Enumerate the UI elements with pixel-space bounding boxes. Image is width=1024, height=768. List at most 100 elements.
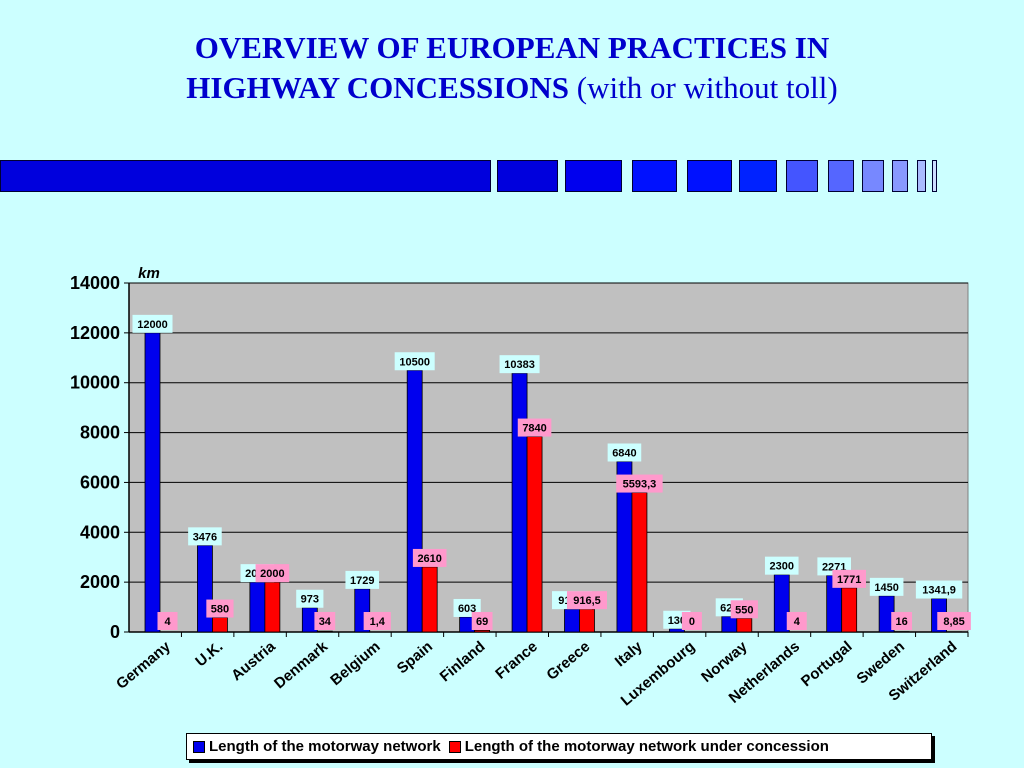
bar-series-1 <box>197 544 213 633</box>
data-label-series-2-box <box>937 612 971 630</box>
data-label-series-1: 1450 <box>874 582 898 594</box>
data-label-series-1-box <box>764 556 799 575</box>
decorative-block <box>497 160 558 192</box>
data-label-series-1-box <box>869 577 904 596</box>
data-label-series-2-box <box>471 612 493 630</box>
data-label-series-1: 973 <box>301 594 319 606</box>
data-label-series-2: 69 <box>476 616 488 628</box>
legend-item-series-2: Length of the motorway network under con… <box>448 738 829 755</box>
data-label-series-2-box <box>255 564 290 583</box>
legend-label-series-1: Length of the motorway network <box>209 738 441 755</box>
data-label-series-2-box <box>681 612 702 630</box>
bar-series-1 <box>249 581 266 633</box>
decorative-block <box>892 160 908 192</box>
data-label-series-1-box <box>188 527 222 546</box>
data-label-series-1: 2300 <box>770 561 794 573</box>
decorative-block <box>786 160 818 192</box>
y-tick-label: 0 <box>110 622 120 642</box>
data-label-series-2: 7840 <box>522 423 546 435</box>
bar-series-1 <box>721 615 738 633</box>
decorative-block <box>0 160 491 192</box>
data-label-series-2-box <box>363 612 391 630</box>
y-tick-label: 14000 <box>70 273 120 293</box>
legend-swatch-red <box>448 740 461 753</box>
data-label-series-2: 916,5 <box>573 595 601 607</box>
bar-series-2 <box>736 617 753 633</box>
decorative-block <box>565 160 622 192</box>
data-label-series-2: 8,85 <box>943 616 964 628</box>
y-tick-label: 6000 <box>80 472 120 492</box>
bar-series-2 <box>579 608 595 633</box>
data-label-series-2: 16 <box>896 616 908 628</box>
y-tick-label: 8000 <box>80 423 120 443</box>
data-label-series-1-box <box>607 443 642 462</box>
x-category-label: Germany <box>113 638 174 693</box>
data-label-series-2-box <box>567 591 607 610</box>
data-label-series-2: 5593,3 <box>623 479 657 491</box>
x-category-label: Greece <box>543 638 593 684</box>
bar-series-2 <box>316 630 333 633</box>
data-label-series-2-box <box>616 474 663 493</box>
data-label-series-2: 2610 <box>417 553 441 565</box>
data-label-series-2-box <box>157 612 178 630</box>
data-label-series-2-box <box>314 612 336 630</box>
data-label-series-1: 10500 <box>399 356 430 368</box>
title-line-2-normal: (with or without toll) <box>576 70 838 105</box>
data-label-series-1: 6840 <box>612 447 636 459</box>
x-category-label: U.K. <box>192 638 226 670</box>
data-label-series-2-box <box>730 600 758 619</box>
chart-legend: Length of the motorway network Length of… <box>186 733 932 760</box>
bar-series-1 <box>511 372 528 633</box>
y-tick-label: 4000 <box>80 522 120 542</box>
x-category-label: Austria <box>228 638 279 685</box>
bar-series-2 <box>526 436 543 633</box>
x-category-label: Spain <box>394 638 436 677</box>
data-label-series-1: 130 <box>668 615 686 627</box>
title-line-2-bold: HIGHWAY CONCESSIONS <box>186 70 577 105</box>
y-tick-label: 12000 <box>70 323 120 343</box>
data-label-series-1: 1341,9 <box>922 585 956 597</box>
data-label-series-1-box <box>296 589 324 608</box>
data-label-series-1: 12000 <box>137 319 168 331</box>
bar-series-1 <box>406 369 423 633</box>
x-category-label: Finland <box>437 638 489 685</box>
decorative-block <box>739 160 777 192</box>
data-label-series-2: 1771 <box>837 574 861 586</box>
decorative-block <box>932 160 937 192</box>
data-label-series-2-box <box>832 569 866 588</box>
data-label-series-1: 603 <box>458 603 476 615</box>
x-category-label: France <box>492 638 541 683</box>
y-tick-label: 10000 <box>70 373 120 393</box>
data-label-series-2-box <box>786 612 807 630</box>
data-label-series-1: 10383 <box>504 359 535 371</box>
title-line-1: OVERVIEW OF EUROPEAN PRACTICES IN <box>194 30 830 65</box>
data-label-series-2: 34 <box>319 616 332 628</box>
data-label-series-1-box <box>345 570 380 589</box>
y-tick-label: 2000 <box>80 572 120 592</box>
bar-series-2 <box>264 581 281 633</box>
data-label-series-1-box <box>915 580 963 599</box>
data-label-series-1-box <box>394 352 435 371</box>
data-label-series-2: 4 <box>164 616 171 628</box>
bar-series-2 <box>212 617 228 633</box>
data-label-series-1: 3476 <box>193 531 217 543</box>
data-label-series-2: 0 <box>689 616 695 628</box>
data-label-series-2-box <box>517 418 552 437</box>
data-label-series-1: 1729 <box>350 575 374 587</box>
data-label-series-1-box <box>499 355 540 374</box>
x-category-label: Portugal <box>798 638 856 690</box>
data-label-series-2: 4 <box>794 616 801 628</box>
legend-swatch-blue <box>193 740 205 753</box>
decorative-block <box>862 160 884 192</box>
data-label-series-2: 1,4 <box>370 616 386 628</box>
decorative-block <box>687 160 732 192</box>
data-label-series-2-box <box>412 548 447 567</box>
bar-series-2 <box>421 566 438 633</box>
bar-series-2 <box>841 587 858 633</box>
data-label-series-2: 2000 <box>260 568 284 580</box>
bar-series-2 <box>631 492 648 633</box>
y-axis-label: km <box>138 265 160 282</box>
x-category-label: Belgium <box>327 638 383 689</box>
bar-series-1 <box>564 608 580 633</box>
